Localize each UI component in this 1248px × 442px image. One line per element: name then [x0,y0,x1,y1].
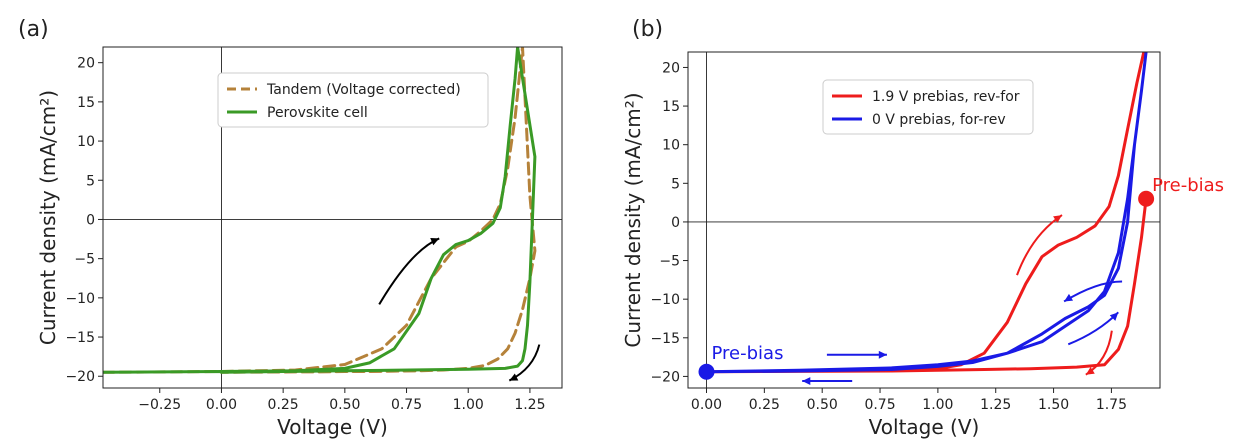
y-tick-label: −15 [650,331,680,347]
y-tick-label: 15 [662,99,680,115]
x-tick-label: 0.75 [864,397,895,413]
y-tick-label: −10 [650,292,680,308]
y-tick-label: −20 [65,369,95,385]
series-line-2 [103,47,537,374]
blue-arrow-left-head [1064,293,1074,302]
x-tick-label: 0.25 [749,397,780,413]
panel-b-y-axis-label: Current density (mA/cm²) [621,92,645,347]
panel-a-annotations [378,237,541,382]
panel-a-series [103,47,537,374]
prebias-label: Pre-bias [712,343,784,364]
legend-label: 0 V prebias, for-rev [872,112,1006,128]
x-tick-label: 1.00 [922,397,953,413]
panel-a-y-axis-label: Current density (mA/cm²) [36,90,60,345]
series-line-1 [103,47,537,374]
y-tick-label: 5 [86,173,95,189]
panel-b-zero-lines [688,52,1160,388]
y-tick-label: −5 [74,252,95,268]
panel-b: (b) 0.00 0.25 0.50 0.75 1.00 1.25 1.50 1.75 −20 −… [621,17,1224,439]
x-tick-label: 0.50 [807,397,838,413]
trend-arrow-up-head [430,238,440,246]
panel-a-x-axis-label: Voltage (V) [277,415,388,439]
x-tick-label: 0.50 [329,397,360,413]
panel-a-legend: Tandem (Voltage corrected) Perovskite cel… [217,72,489,128]
legend-box [822,79,1034,135]
series-line-2 [705,52,1148,374]
x-tick-label: 0.25 [268,397,299,413]
x-tick-label: 1.25 [980,397,1011,413]
panel-a-label: (a) [18,17,49,42]
red-arrow-up [1016,214,1063,276]
panel-a-ticks: −0.25 0.00 0.25 0.50 0.75 1.00 1.25 −20 −15 −10 −5… [65,56,545,413]
blue-arrow-left-bottom-head [802,377,811,385]
y-tick-label: 20 [77,56,95,72]
y-tick-label: −5 [659,254,680,270]
y-tick-label: 0 [86,212,95,228]
x-tick-label: −0.25 [138,397,181,413]
x-tick-label: 1.00 [453,397,484,413]
y-tick-label: 20 [662,60,680,76]
x-tick-label: 0.00 [691,397,722,413]
red-arrow-down [1085,330,1113,376]
y-tick-label: 10 [77,134,95,150]
panel-b-frame [687,51,1161,389]
panel-b-series [705,52,1148,374]
y-tick-label: −10 [65,291,95,307]
y-tick-label: 5 [671,176,680,192]
red-arrow-down-head [1085,367,1095,375]
y-tick-label: −15 [65,330,95,346]
prebias-label: Pre-bias [1152,175,1224,196]
x-tick-label: 0.75 [391,397,422,413]
x-tick-label: 1.25 [514,397,545,413]
panel-b-x-axis-label: Voltage (V) [869,415,980,439]
panel-b-annotations [802,214,1123,385]
red-arrow-up-head [1053,215,1062,223]
trend-arrow-down-head [509,373,519,381]
x-tick-label: 0.00 [206,397,237,413]
y-tick-label: 15 [77,95,95,111]
x-tick-label: 1.75 [1096,397,1127,413]
panel-b-prebias-markers: Pre-bias Pre-bias [698,175,1224,380]
y-tick-label: 0 [671,215,680,231]
panel-b-legend: 1.9 V prebias, rev-for 0 V prebias, for-r… [822,79,1034,135]
panel-b-ticks: 0.00 0.25 0.50 0.75 1.00 1.25 1.50 1.75 −20 −15 −1… [650,60,1127,413]
panel-a-frame [102,46,563,389]
y-tick-label: 10 [662,138,680,154]
legend-label: Perovskite cell [267,105,368,121]
legend-label: 1.9 V prebias, rev-for [872,89,1020,105]
prebias-marker [1138,190,1155,207]
blue-arrow-right-head [878,350,887,359]
blue-arrow-left [1063,280,1123,303]
legend-label: Tandem (Voltage corrected) [266,82,461,98]
trend-arrow-up [378,237,440,305]
y-tick-label: −20 [650,369,680,385]
panel-b-label: (b) [632,17,663,42]
blue-arrow-up-head [1109,312,1119,321]
prebias-marker [698,363,715,380]
legend-box [217,72,489,128]
series-line-1 [705,52,1148,374]
panel-a: (a) −0.25 0.00 0.25 0.50 0.75 1.00 1.25−20−15−… [18,17,563,439]
x-tick-label: 1.50 [1038,397,1069,413]
